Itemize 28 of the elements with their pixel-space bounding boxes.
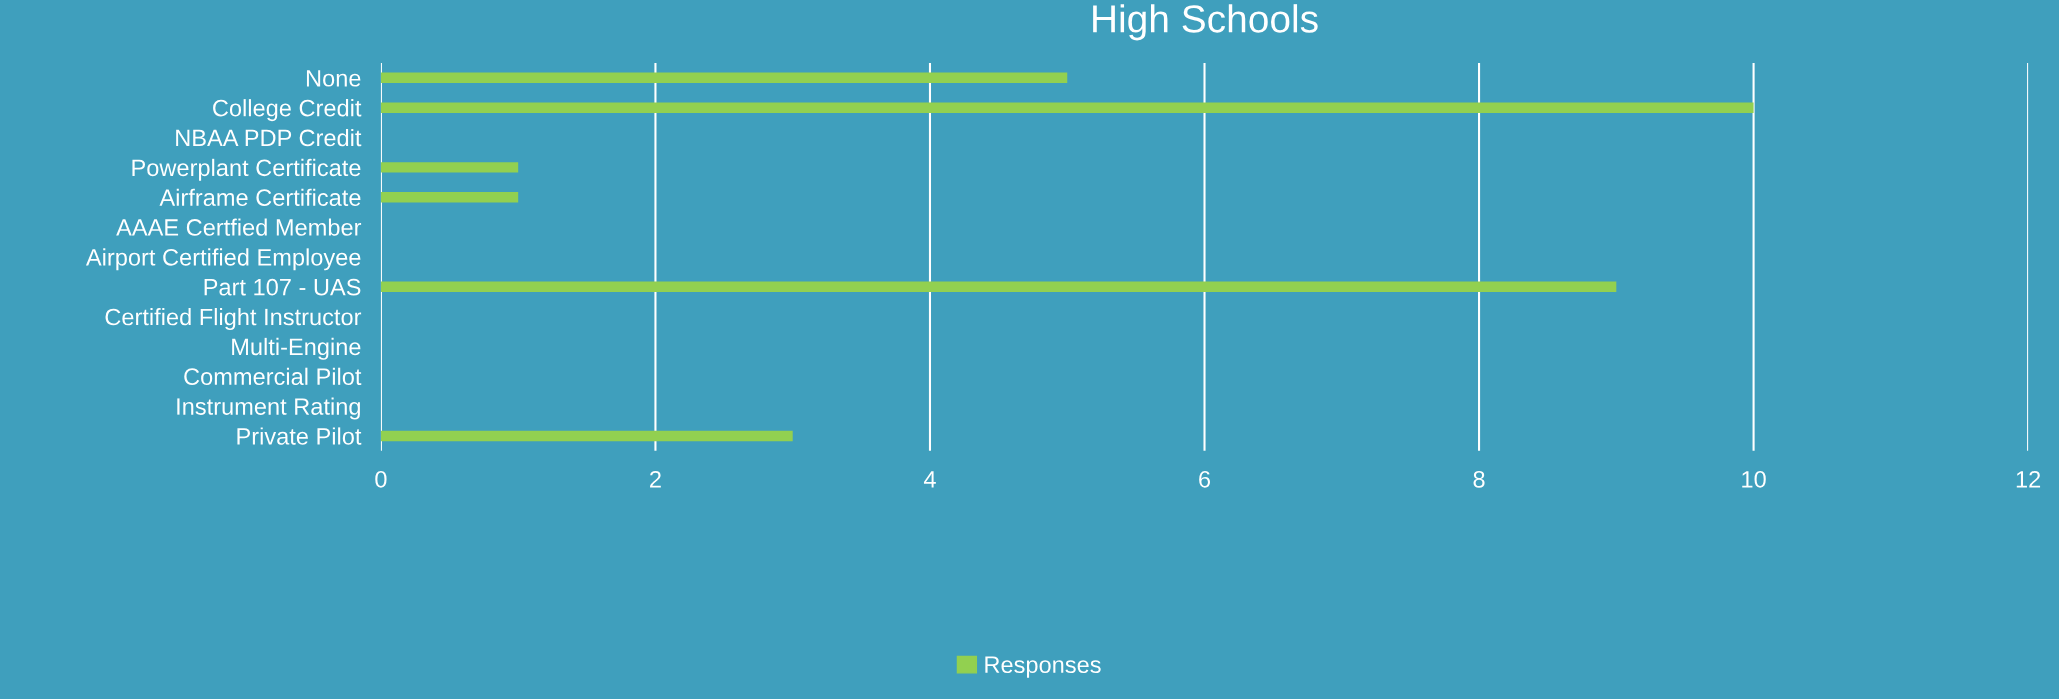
legend-label: Responses	[985, 656, 1101, 678]
bar	[380, 162, 519, 173]
y-tick-label: None	[306, 70, 361, 87]
y-tick-label: Instrument Rating	[177, 397, 360, 420]
x-tick-label: 10	[1742, 470, 1766, 488]
bar	[380, 281, 1617, 292]
x-tick-label: 12	[2016, 470, 2041, 488]
y-tick-label: Certified Flight Instructor	[105, 308, 362, 331]
y-tick-label: NBAA PDP Credit	[176, 128, 362, 147]
chart-title: High Schools	[1093, 4, 1318, 41]
bar	[380, 72, 1068, 84]
bar	[380, 102, 1754, 113]
y-tick-label: Powerplant Certificate	[132, 158, 361, 181]
x-tick-label: 8	[1473, 470, 1485, 488]
y-tick-label: Airframe Certificate	[159, 188, 361, 206]
y-tick-label: Airport Certified Employee	[85, 248, 361, 271]
y-tick-label: College Credit	[213, 99, 362, 122]
y-tick-label: Commercial Pilot	[184, 367, 362, 386]
y-tick-label: Private Pilot	[237, 427, 362, 445]
y-tick-label: Part 107 - UAS	[204, 278, 361, 296]
y-tick-label: AAAE Certfied Member	[116, 218, 362, 236]
x-tick-label: 6	[1199, 470, 1211, 488]
bar	[380, 191, 519, 203]
y-tick-label: Multi-Engine	[232, 337, 361, 360]
bar	[380, 430, 793, 442]
x-tick-label: 2	[650, 470, 661, 488]
x-tick-label: 0	[375, 470, 387, 488]
x-tick-label: 4	[923, 471, 936, 488]
